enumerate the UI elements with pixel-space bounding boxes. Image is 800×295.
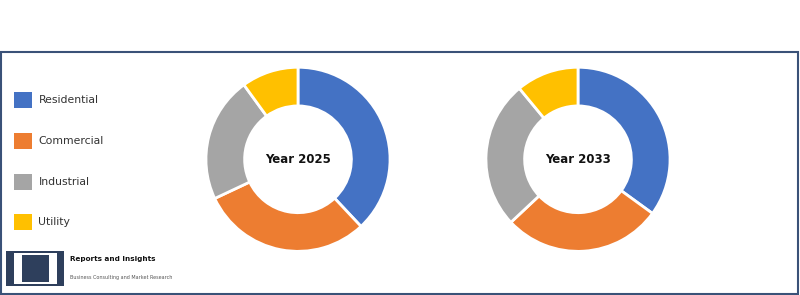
Bar <box>14 92 32 108</box>
Text: EUROPE PV INVERTER MARKET ANALYSIS, BY END-USER INDUSTRY: EUROPE PV INVERTER MARKET ANALYSIS, BY E… <box>8 21 505 34</box>
Text: Utility: Utility <box>38 217 70 227</box>
Wedge shape <box>214 182 361 251</box>
Text: Commercial: Commercial <box>38 136 104 146</box>
Wedge shape <box>519 67 578 118</box>
Text: Year 2033: Year 2033 <box>545 153 611 166</box>
Bar <box>14 174 32 190</box>
Text: Business Consulting and Market Research: Business Consulting and Market Research <box>70 275 173 280</box>
Text: Industrial: Industrial <box>38 177 90 187</box>
Wedge shape <box>298 67 390 226</box>
Bar <box>22 255 49 282</box>
Bar <box>14 253 57 284</box>
Text: Residential: Residential <box>38 95 98 105</box>
Bar <box>14 214 32 230</box>
Wedge shape <box>486 88 544 222</box>
Text: Year 2025: Year 2025 <box>265 153 331 166</box>
Wedge shape <box>244 67 298 116</box>
Wedge shape <box>206 85 266 199</box>
Text: Reports and Insights: Reports and Insights <box>70 256 156 262</box>
Wedge shape <box>578 67 670 213</box>
Bar <box>6 251 64 286</box>
Bar <box>14 133 32 149</box>
Wedge shape <box>511 191 653 251</box>
